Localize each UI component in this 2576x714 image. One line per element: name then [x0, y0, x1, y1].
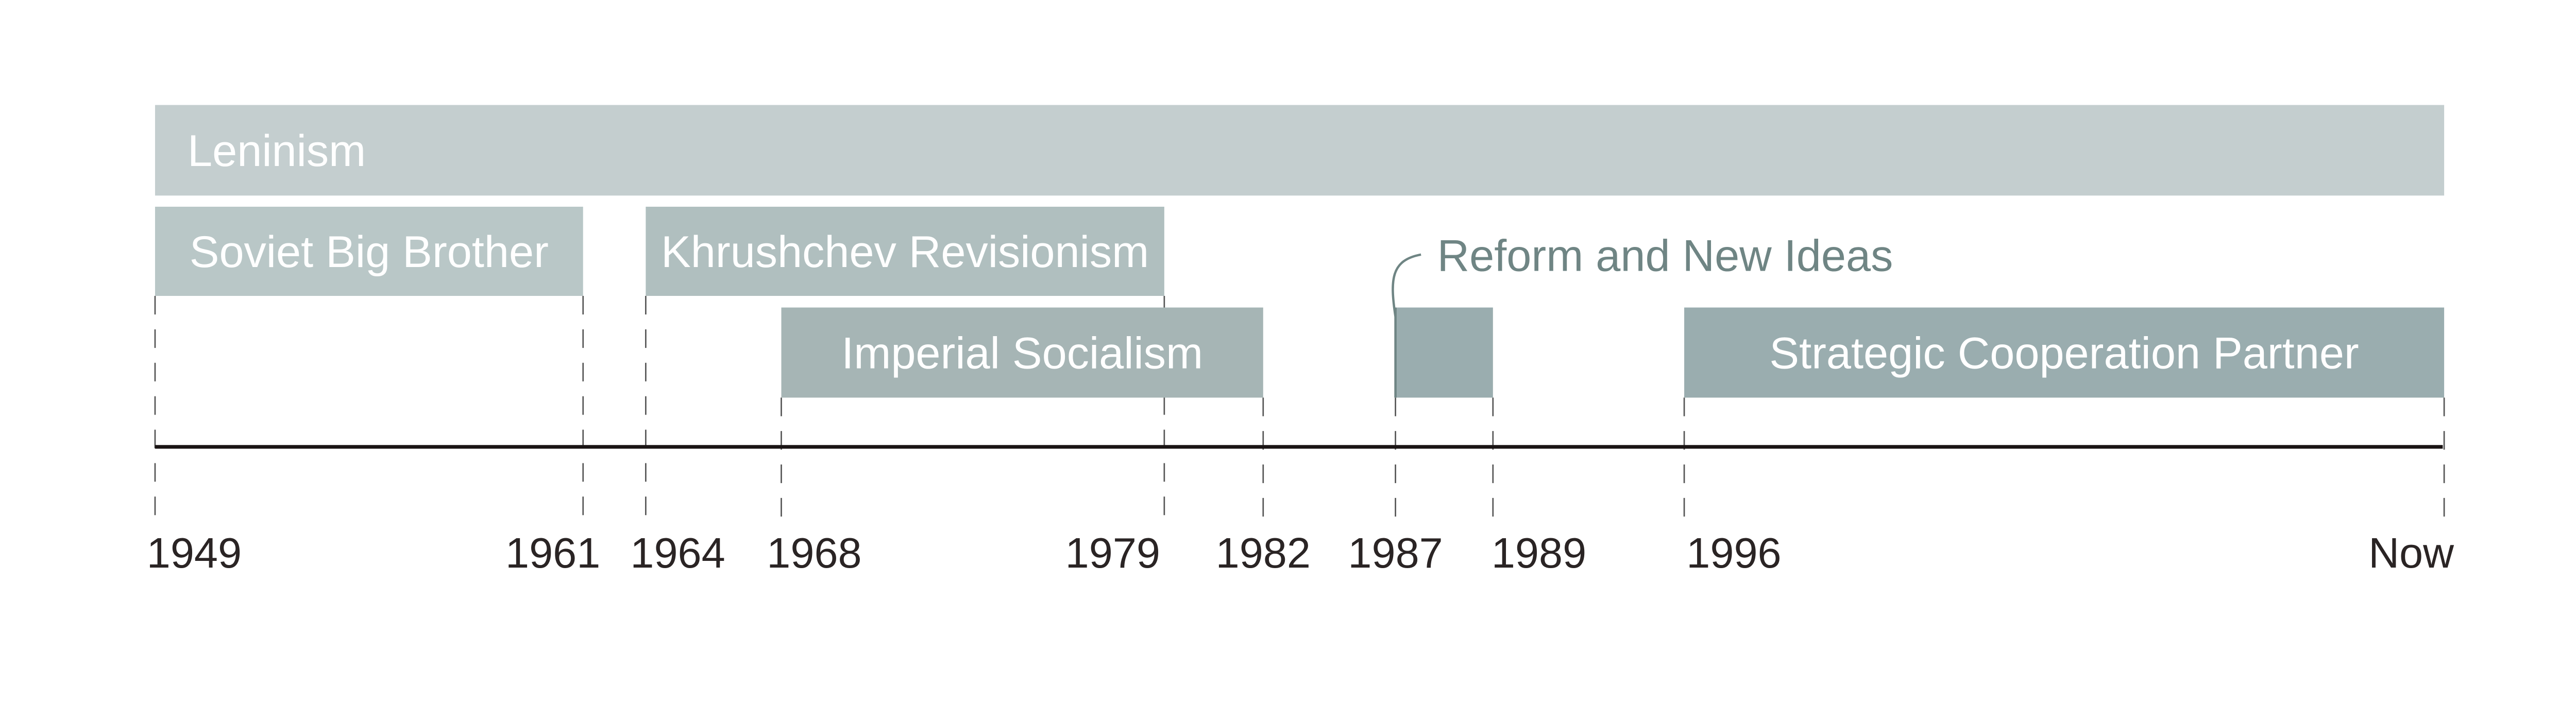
tick-label: Now: [2368, 529, 2454, 577]
period-bar: [646, 206, 1164, 296]
period-label: Strategic Cooperation Partner: [1769, 329, 2359, 378]
tick-label: 1987: [1348, 529, 1443, 577]
callout-bracket: [1392, 253, 1421, 398]
tick-label: 1964: [630, 529, 725, 577]
period-leninism: Leninism: [155, 105, 2445, 196]
timeline-diagram: Leninism Soviet Big Brother Khrushchev Rev…: [147, 105, 2454, 577]
period-khrushchev-revisionism: Khrushchev Revisionism: [646, 206, 1164, 296]
period-bar: [155, 105, 2445, 196]
period-reform-and-new-ideas: Reform and New Ideas: [1392, 231, 1893, 398]
period-strategic-cooperation-partner: Strategic Cooperation Partner: [1684, 307, 2445, 398]
tick-label: 1949: [147, 529, 242, 577]
period-bar: [781, 307, 1263, 398]
tick-label: 1968: [767, 529, 861, 577]
tick-label: 1961: [505, 529, 600, 577]
tick-labels: 1949 1961 1964 1968 1979 1982 1987 1989 1996 Now: [147, 529, 2454, 577]
period-label: Soviet Big Brother: [190, 227, 549, 277]
tick-label: 1982: [1216, 529, 1311, 577]
tick-label: 1979: [1065, 529, 1160, 577]
period-soviet-big-brother: Soviet Big Brother: [155, 206, 583, 296]
tick-label: 1996: [1686, 529, 1781, 577]
period-label: Khrushchev Revisionism: [661, 227, 1149, 277]
tick-label: 1989: [1492, 529, 1586, 577]
period-label: Leninism: [188, 126, 366, 176]
period-bars: Leninism Soviet Big Brother Khrushchev Rev…: [155, 105, 2445, 398]
period-label: Reform and New Ideas: [1437, 231, 1893, 280]
period-imperial-socialism: Imperial Socialism: [781, 307, 1263, 398]
period-label: Imperial Socialism: [841, 329, 1203, 378]
period-bar: [155, 206, 583, 296]
period-bar: [1395, 307, 1493, 398]
period-bar: [1684, 307, 2445, 398]
